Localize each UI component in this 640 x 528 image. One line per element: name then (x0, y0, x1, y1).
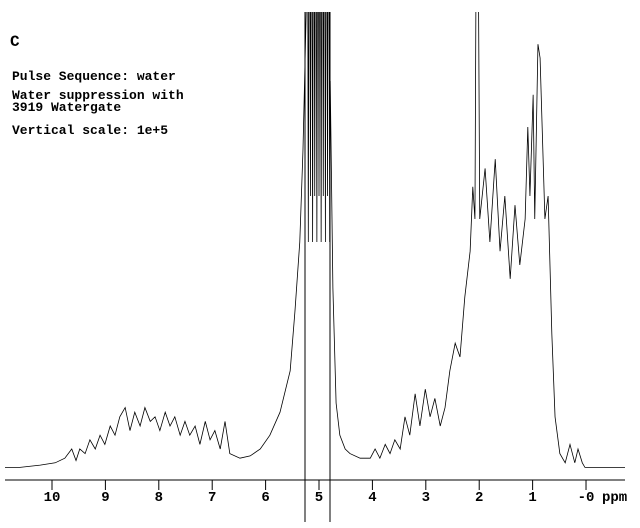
x-tick-label: 10 (44, 490, 61, 506)
x-tick-label: 8 (155, 490, 163, 506)
x-tick-label: 7 (208, 490, 216, 506)
x-tick-label: 4 (368, 490, 376, 506)
x-tick-label: 9 (101, 490, 109, 506)
annotation: 3919 Watergate (12, 100, 121, 115)
chart-title: C (10, 33, 20, 51)
x-tick-label: 6 (261, 490, 269, 506)
x-axis-label: ppm (602, 490, 627, 506)
spectrum-line (5, 12, 625, 468)
x-tick-label: 1 (528, 490, 536, 506)
x-tick-label: -0 (578, 490, 595, 506)
annotation: Water suppression with (12, 88, 184, 103)
x-tick-label: 5 (315, 490, 323, 506)
x-tick-label: 2 (475, 490, 483, 506)
x-tick-label: 3 (422, 490, 430, 506)
annotation: Vertical scale: 1e+5 (12, 123, 168, 138)
annotation: Pulse Sequence: water (12, 69, 176, 84)
